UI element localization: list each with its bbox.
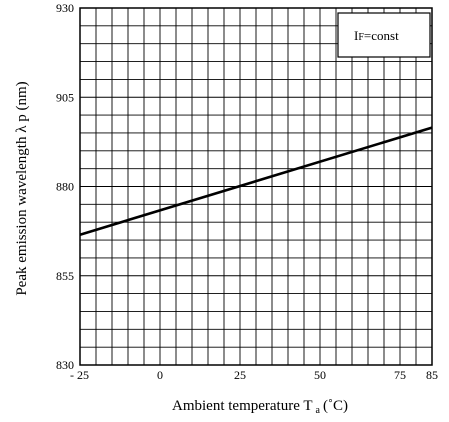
x-tick-label: 25	[234, 368, 246, 382]
x-tick-label: 75	[394, 368, 406, 382]
x-axis-label-main: Ambient temperature T	[172, 398, 313, 414]
plot-frame	[79, 7, 433, 366]
y-tick-label: 855	[56, 269, 74, 283]
condition-label-main: I	[354, 28, 358, 43]
series-layer	[79, 126, 433, 236]
condition-label-subscript: F	[358, 32, 364, 43]
condition-label-box	[337, 12, 431, 58]
y-tick-label: 930	[56, 1, 74, 15]
condition-label: IF=const	[354, 28, 399, 43]
y-tick-label: 880	[56, 180, 74, 194]
y-tick-label: 830	[56, 358, 74, 372]
y-tick-labels: 830 855 880 905 930	[56, 1, 74, 372]
x-tick-label: - 25	[70, 368, 89, 382]
x-tick-label: 85	[426, 368, 438, 382]
condition-label-rest: =const	[364, 28, 399, 43]
x-tick-label: 50	[314, 368, 326, 382]
series-line	[79, 126, 433, 236]
y-tick-label: 905	[56, 90, 74, 104]
x-tick-labels: - 25 0 25 50 75 85	[70, 368, 438, 382]
x-axis-label-unit: (˚C)	[323, 398, 348, 414]
x-tick-label: 0	[157, 368, 163, 382]
x-axis-label-subscript: a	[316, 405, 321, 416]
y-axis-label: Peak emission wavelength λ p (nm)	[14, 81, 30, 295]
